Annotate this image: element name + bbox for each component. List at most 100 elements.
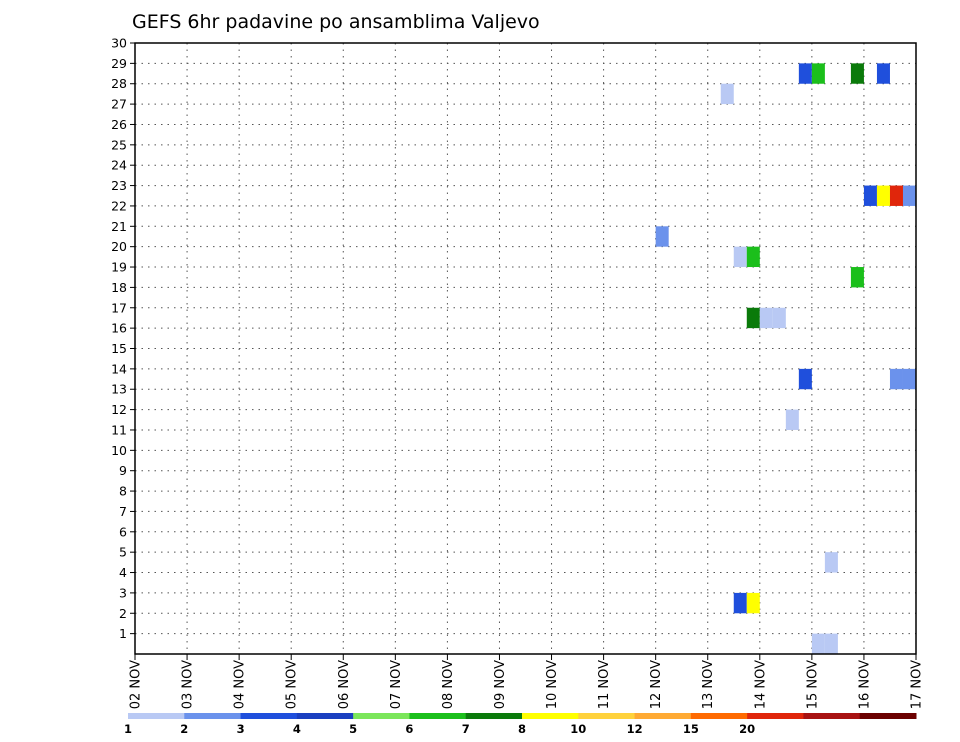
precip-cell [811,63,825,84]
precip-cell [824,552,838,573]
y-tick-label: 15 [111,341,127,356]
x-tick-label: 10 NOV [545,660,560,709]
x-tick-label: 09 NOV [493,660,508,709]
colorbar-label: 12 [627,722,643,736]
x-tick-label: 04 NOV [233,660,248,709]
y-tick-label: 20 [111,239,127,254]
colorbar: 1 2 3 4 5 6 7 8 10 12 15 20 [124,713,917,736]
colorbar-segment [240,713,298,719]
precip-cell [889,185,903,206]
precip-cell [785,409,799,430]
colorbar-label: 6 [405,722,413,736]
colorbar-segment [128,713,185,719]
colorbar-label: 1 [124,722,132,736]
y-tick-label: 18 [111,280,127,295]
y-tick-label: 26 [111,117,127,132]
precip-cell [720,83,734,105]
y-tick-label: 19 [111,260,127,275]
precip-cell [811,633,825,654]
precip-cell [746,307,760,329]
precip-cell [876,63,890,84]
precip-cell [759,307,773,329]
x-tick-label: 07 NOV [389,660,404,709]
colorbar-segment [690,713,748,719]
x-tick-label: 11 NOV [597,660,612,709]
precip-cell [798,63,812,84]
data-cells [655,63,916,654]
y-tick-label: 1 [119,626,127,641]
y-tick-label: 25 [111,137,127,152]
grid-lines [135,43,916,654]
y-tick-label: 29 [111,56,127,71]
y-tick-label: 8 [119,484,127,499]
colorbar-segment [859,713,917,719]
y-tick-label: 14 [111,361,127,376]
y-tick-label: 23 [111,178,127,193]
colorbar-label: 3 [237,722,245,736]
precip-cell [733,592,747,614]
y-tick-label: 24 [111,158,127,173]
precip-cell [798,368,812,390]
x-tick-label: 17 NOV [910,660,925,709]
colorbar-label: 15 [683,722,699,736]
colorbar-segment [409,713,467,719]
precip-cell [746,246,760,268]
precip-cell [902,368,916,390]
colorbar-label: 7 [462,722,470,736]
precip-cell [863,185,877,206]
y-tick-label: 30 [111,36,127,51]
x-tick-label: 15 NOV [805,660,820,709]
precip-cell [850,63,864,84]
y-tick-label: 11 [111,422,127,437]
chart-title: GEFS 6hr padavine po ansamblima Valjevo [132,11,540,33]
x-tick-label: 14 NOV [753,660,768,709]
x-axis: 02 NOV 03 NOV 04 NOV 05 NOV 06 NOV 07 NOV 08 N… [129,654,925,709]
colorbar-segment [522,713,579,719]
precip-cell [889,368,903,390]
colorbar-label: 10 [570,722,586,736]
x-tick-label: 08 NOV [441,660,456,709]
colorbar-segment [747,713,804,719]
precip-cell [655,226,669,247]
y-tick-label: 12 [111,402,127,417]
y-tick-label: 3 [119,585,127,600]
precip-cell [824,633,838,654]
y-tick-label: 9 [119,463,127,478]
colorbar-label: 4 [293,722,301,736]
precip-cell [746,592,760,614]
y-tick-label: 6 [119,524,127,539]
x-tick-label: 03 NOV [181,660,196,709]
colorbar-segment [353,713,410,719]
colorbar-segment [634,713,692,719]
x-tick-label: 05 NOV [285,660,300,709]
y-axis: 1234567891011121314151617181920212223242… [111,36,135,641]
y-tick-label: 4 [119,565,127,580]
precip-cell [876,185,890,206]
colorbar-segment [578,713,636,719]
x-tick-label: 16 NOV [857,660,872,709]
y-tick-label: 2 [119,606,127,621]
colorbar-segment [296,713,354,719]
y-tick-label: 22 [111,198,127,213]
colorbar-segment [803,713,861,719]
x-tick-label: 06 NOV [337,660,352,709]
y-tick-label: 10 [111,443,127,458]
y-tick-label: 21 [111,219,127,234]
x-tick-label: 02 NOV [129,660,144,709]
colorbar-label: 8 [518,722,526,736]
colorbar-label: 20 [739,722,755,736]
precip-cell [772,307,786,329]
x-tick-label: 13 NOV [701,660,716,709]
colorbar-label: 5 [349,722,357,736]
y-tick-label: 5 [119,545,127,560]
y-tick-label: 27 [111,97,127,112]
x-tick-label: 12 NOV [649,660,664,709]
colorbar-label: 2 [180,722,188,736]
y-tick-label: 7 [119,504,127,519]
colorbar-segment [184,713,242,719]
precip-cell [733,246,747,268]
precip-cell [850,267,864,288]
y-tick-label: 13 [111,382,127,397]
y-tick-label: 16 [111,321,127,336]
